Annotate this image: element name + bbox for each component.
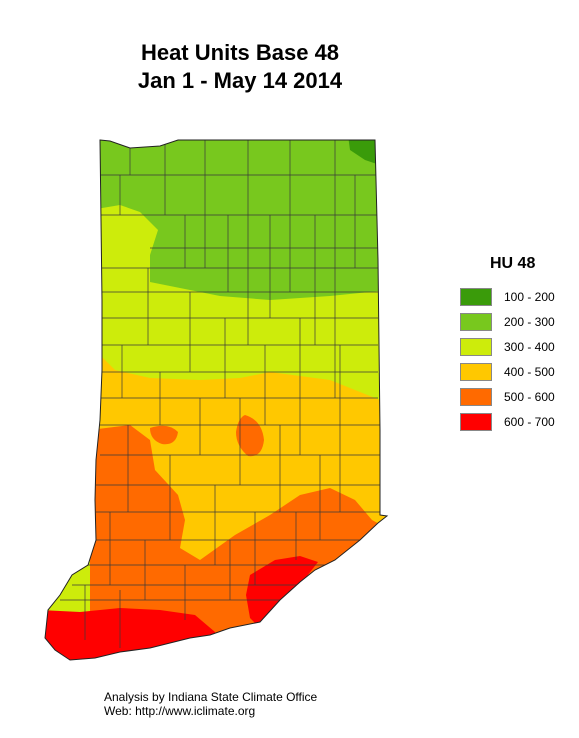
legend-label: 500 - 600	[504, 390, 555, 404]
legend-item: 300 - 400	[460, 337, 555, 357]
map-title-line2: Jan 1 - May 14 2014	[137, 68, 343, 93]
zone-100-200	[348, 140, 380, 165]
legend-item: 500 - 600	[460, 387, 555, 407]
legend-swatch	[460, 413, 492, 431]
footer-web: Web: http://www.iclimate.org	[104, 704, 256, 718]
indiana-outline	[44, 139, 389, 661]
legend-item: 100 - 200	[460, 287, 555, 307]
legend-swatch	[460, 338, 492, 356]
legend-label: 100 - 200	[504, 290, 555, 304]
legend-item: 600 - 700	[460, 412, 555, 432]
zone-500-600	[90, 425, 387, 660]
map-title-line1: Heat Units Base 48	[140, 40, 340, 65]
legend-label: 400 - 500	[504, 365, 555, 379]
footer-analysis: Analysis by Indiana State Climate Office	[104, 690, 318, 704]
legend-swatch	[460, 288, 492, 306]
legend-label: 300 - 400	[504, 340, 555, 354]
legend-label: 200 - 300	[504, 315, 555, 329]
legend-item: 200 - 300	[460, 312, 555, 332]
county-boundaries	[60, 140, 380, 648]
legend-item: 400 - 500	[460, 362, 555, 382]
legend-swatch	[460, 388, 492, 406]
zone-600-700-se	[246, 556, 318, 630]
zone-500-600-blob2	[150, 425, 178, 445]
zone-600-700	[45, 608, 230, 660]
legend-swatch	[460, 363, 492, 381]
legend-swatch	[460, 313, 492, 331]
legend-label: 600 - 700	[504, 415, 555, 429]
legend-title: HU 48	[490, 255, 536, 272]
